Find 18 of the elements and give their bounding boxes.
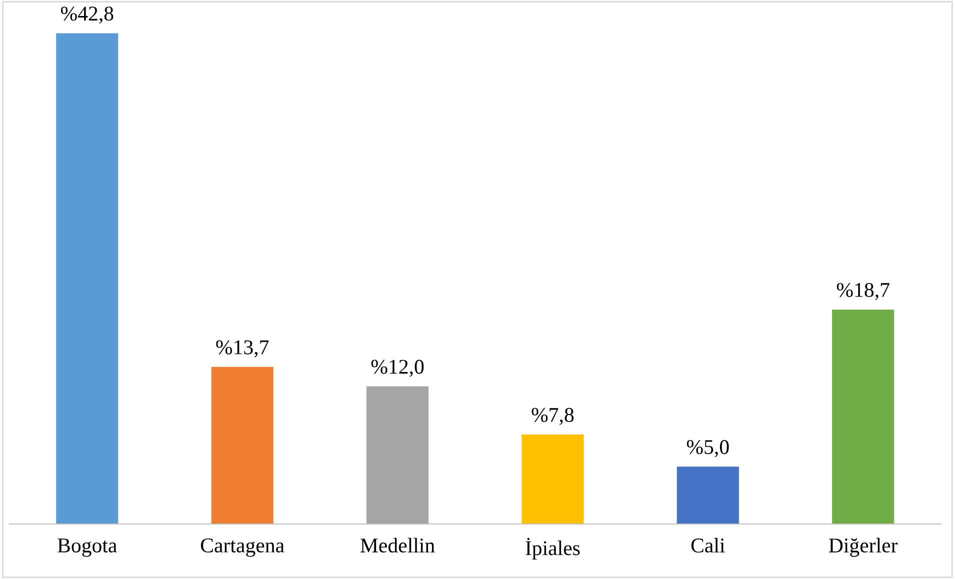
x-tick-label: Cartagena <box>200 538 284 557</box>
bar <box>832 310 894 524</box>
x-tick-label: Medellin <box>360 538 435 553</box>
x-tick-label: Bogota <box>58 538 117 557</box>
data-label: %12,0 <box>371 360 424 377</box>
x-tick-label: Diğerler <box>828 538 898 557</box>
data-label: %13,7 <box>216 340 269 358</box>
x-tick-label: İpiales <box>526 538 580 560</box>
bar <box>522 434 584 524</box>
bar <box>366 386 429 524</box>
data-label: %18,7 <box>836 282 890 300</box>
x-tick-label: Cali <box>691 538 725 553</box>
bar <box>56 33 118 524</box>
bar <box>676 466 739 524</box>
data-label: %7,8 <box>532 408 574 425</box>
bar <box>211 366 274 524</box>
data-label: %42,8 <box>60 6 114 24</box>
data-label: %5,0 <box>686 440 729 458</box>
